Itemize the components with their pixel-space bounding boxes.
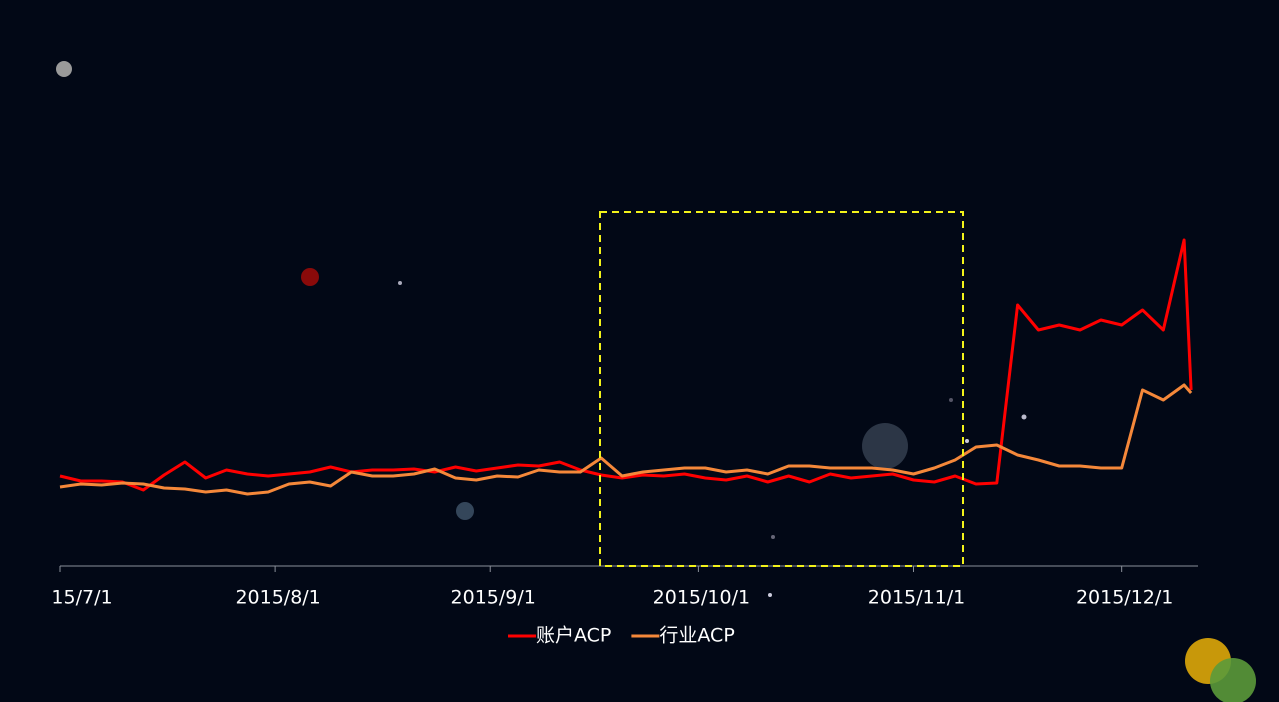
series-line [59, 238, 1193, 492]
x-tick-label: 2015/9/1 [451, 587, 536, 609]
decor-dot [1210, 658, 1256, 702]
x-tick-label: 2015/10/1 [653, 587, 750, 609]
decor-dot [771, 535, 775, 539]
x-tick-label: 15/7/1 [51, 587, 112, 609]
legend-label: 账户ACP [536, 625, 611, 647]
highlight-box [599, 211, 964, 567]
legend-label: 行业ACP [659, 625, 734, 647]
decor-dot [862, 423, 908, 469]
series-line [59, 383, 1193, 496]
decor-dot [301, 268, 319, 286]
x-tick-label: 2015/11/1 [868, 587, 965, 609]
x-tick-label: 2015/12/1 [1076, 587, 1173, 609]
plot-area: 15/7/1 2015/8/1 2015/9/1 2015/10/1 2015/11/1… [51, 238, 1198, 609]
decor-dot [768, 593, 772, 597]
decor-dot [965, 439, 969, 443]
decor-dot [398, 281, 402, 285]
x-tick-label: 2015/8/1 [235, 587, 320, 609]
decor-dot [1021, 414, 1027, 420]
decor-dot [949, 398, 953, 402]
decor-dot [56, 61, 72, 77]
legend: 账户ACP 行业ACP [508, 625, 735, 647]
decor-dot [456, 502, 474, 520]
